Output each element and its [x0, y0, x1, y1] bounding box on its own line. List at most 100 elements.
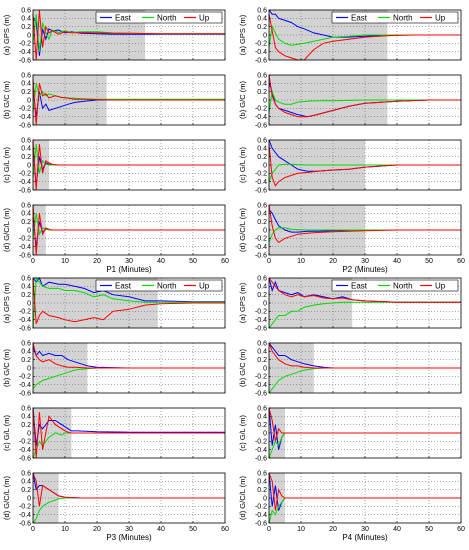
legend-label-up: Up [199, 13, 210, 22]
y-tick-label: 0.6 [21, 340, 31, 347]
y-tick-label: -0.2 [19, 41, 31, 48]
y-tick-label: 0.2 [257, 487, 267, 494]
series-up-line [268, 74, 461, 118]
y-tick-label: 0.6 [257, 275, 267, 282]
y-tick-label: -0.2 [255, 439, 267, 446]
y-axis-label: (a) GPS (m) [238, 14, 247, 55]
x-tick-label: 0 [31, 258, 35, 265]
y-tick-label: 0.4 [21, 284, 31, 291]
convergence-shade [269, 343, 314, 393]
y-tick-label: 0.4 [21, 16, 31, 23]
y-axis-label: (c) G/L (m) [2, 147, 11, 183]
series-up-line [268, 342, 461, 369]
y-tick-label: -0.4 [255, 114, 267, 121]
x-tick-label: 0 [267, 258, 271, 265]
panel-p2-b: -0.6-0.4-0.2 00.20.4 0.6 (b) G/C (m) [238, 72, 462, 129]
y-tick-label: -0.4 [19, 244, 31, 251]
x-axis-label: P4 (Minutes) [342, 533, 388, 542]
y-tick-label: -0.4 [255, 382, 267, 389]
y-tick-label: 0.2 [21, 24, 31, 31]
y-tick-label: -0.2 [19, 171, 31, 178]
x-tick-label: 10 [297, 526, 305, 533]
x-axis-label: P3 (Minutes) [106, 533, 152, 542]
y-tick-label: 0.2 [257, 292, 267, 299]
y-tick-label: 0.2 [21, 219, 31, 226]
y-tick-label: -0.2 [255, 106, 267, 113]
x-tick-label: 40 [157, 526, 165, 533]
x-tick-label: 40 [393, 526, 401, 533]
y-tick-label: 0 [263, 97, 267, 104]
y-tick-label: -0.6 [255, 252, 267, 259]
x-axis-label: P2 (Minutes) [342, 265, 388, 274]
legend-box [95, 11, 223, 24]
y-tick-label: 0 [27, 430, 31, 437]
series-north-line [268, 25, 461, 48]
x-tick-label: 10 [61, 258, 69, 265]
x-tick-label: 20 [329, 258, 337, 265]
y-tick-label: 0.4 [257, 479, 267, 486]
y-tick-label: -0.4 [19, 114, 31, 121]
y-tick-label: -0.4 [255, 447, 267, 454]
y-tick-label: -0.6 [255, 325, 267, 332]
y-tick-label: -0.2 [255, 236, 267, 243]
x-tick-label: 60 [457, 258, 465, 265]
y-tick-label: -0.4 [19, 382, 31, 389]
x-tick-label: 50 [189, 258, 197, 265]
y-tick-label: 0.4 [257, 414, 267, 421]
y-tick-label: 0.6 [257, 340, 267, 347]
y-axis-label: (b) G/C (m) [2, 349, 11, 387]
y-tick-label: -0.4 [19, 179, 31, 186]
y-tick-label: -0.2 [19, 504, 31, 511]
y-tick-label: 0.2 [257, 219, 267, 226]
convergence-shade [269, 408, 285, 458]
x-tick-label: 50 [425, 526, 433, 533]
y-tick-label: -0.6 [19, 455, 31, 462]
y-tick-label: 0 [27, 495, 31, 502]
x-tick-label: 30 [125, 526, 133, 533]
y-tick-label: 0.6 [21, 470, 31, 477]
y-tick-label: -0.6 [255, 390, 267, 397]
y-tick-label: 0.2 [21, 292, 31, 299]
y-tick-label: -0.4 [255, 512, 267, 519]
y-tick-label: 0 [27, 162, 31, 169]
x-tick-label: 20 [93, 526, 101, 533]
y-tick-label: -0.2 [19, 439, 31, 446]
y-tick-label: -0.6 [19, 187, 31, 194]
legend: East North Up [95, 11, 223, 24]
y-tick-label: 0.2 [257, 154, 267, 161]
y-tick-label: 0 [27, 97, 31, 104]
y-axis-label: (d) G/C/L (m) [238, 476, 247, 520]
y-tick-label: 0 [27, 227, 31, 234]
series-up-line [268, 472, 461, 511]
x-tick-label: 40 [157, 258, 165, 265]
legend-label-north: North [393, 281, 413, 290]
y-tick-label: 0.4 [21, 479, 31, 486]
y-tick-label: 0.6 [257, 405, 267, 412]
y-axis-label: (a) GPS (m) [2, 14, 11, 55]
y-tick-label: 0 [263, 162, 267, 169]
y-tick-label: -0.2 [255, 171, 267, 178]
legend: East North Up [331, 279, 459, 292]
y-tick-label: 0.6 [21, 405, 31, 412]
series-up-line [32, 277, 225, 324]
y-tick-label: 0.2 [21, 422, 31, 429]
x-tick-label: 0 [31, 526, 35, 533]
y-tick-label: 0.6 [257, 470, 267, 477]
series-up-line [268, 277, 461, 303]
y-tick-label: -0.4 [255, 317, 267, 324]
y-axis-label: (d) G/C/L (m) [238, 208, 247, 252]
y-tick-label: 0.2 [21, 487, 31, 494]
series-up-line [32, 9, 225, 61]
y-tick-label: 0.4 [257, 284, 267, 291]
y-tick-label: 0.2 [257, 24, 267, 31]
series-up-line [268, 14, 461, 61]
x-tick-label: 10 [297, 258, 305, 265]
series-up-line [32, 204, 225, 256]
series-up-line [268, 144, 461, 187]
panel-p4-d: -0.6-0.4-0.200.20.40.60 10 20 30 40 50 60(d) G… [238, 470, 465, 542]
x-tick-label: 0 [267, 526, 271, 533]
panel-p1-d: -0.6-0.4-0.200.20.40.60 10 20 30 40 50 60(d) G… [2, 202, 229, 274]
y-tick-label: 0.6 [21, 275, 31, 282]
y-tick-label: -0.4 [255, 244, 267, 251]
y-tick-label: 0.4 [257, 349, 267, 356]
